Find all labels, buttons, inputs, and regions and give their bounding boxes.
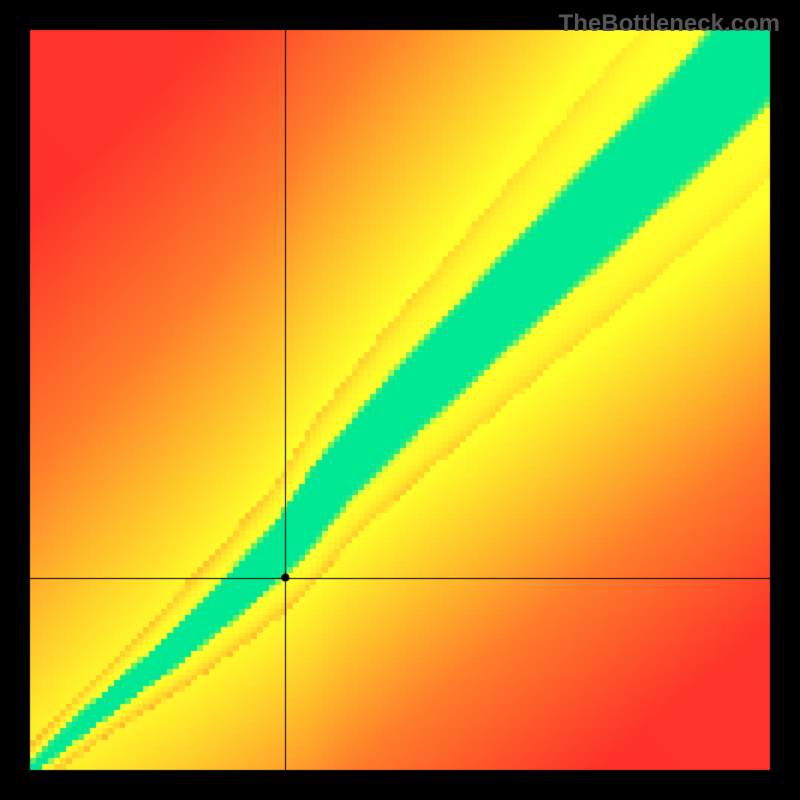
chart-container: TheBottleneck.com bbox=[0, 0, 800, 800]
heatmap-canvas bbox=[0, 0, 800, 800]
